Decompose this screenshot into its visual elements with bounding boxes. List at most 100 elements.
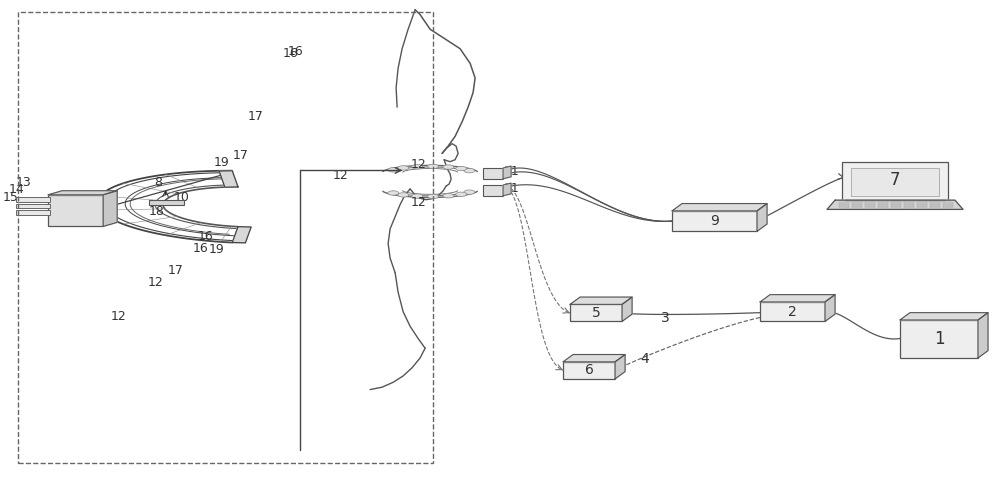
Text: 1: 1 [934,330,944,348]
Text: 13: 13 [15,176,31,189]
Bar [865,206,875,208]
Bar [852,206,862,208]
Ellipse shape [412,194,423,198]
Bar [149,200,184,206]
Bar [917,204,927,206]
Bar [483,185,503,196]
Bar [16,197,50,202]
Ellipse shape [443,165,454,169]
Polygon shape [232,226,251,243]
Text: 10: 10 [174,191,189,204]
Polygon shape [219,171,238,187]
Bar [900,320,978,358]
Bar [891,206,901,208]
Bar [943,206,953,208]
Text: 12: 12 [147,276,163,289]
Text: 8: 8 [155,176,163,188]
Ellipse shape [464,169,475,173]
Bar [891,204,901,206]
Polygon shape [757,204,767,231]
Text: 14: 14 [8,184,24,196]
Bar [483,168,503,179]
Bar [16,204,50,208]
Text: 19: 19 [214,156,230,169]
Polygon shape [900,313,988,320]
Text: 6: 6 [585,363,594,377]
Text: 12: 12 [410,158,426,170]
Bar [904,202,914,204]
Text: 19: 19 [208,244,224,256]
Polygon shape [503,166,511,179]
Bar [839,206,849,208]
Bar [563,362,615,379]
Text: 16: 16 [197,230,213,243]
Polygon shape [760,295,835,302]
Text: 16: 16 [192,242,208,255]
Bar [904,206,914,208]
Polygon shape [503,183,511,196]
Bar [878,202,888,204]
Ellipse shape [443,194,454,198]
Bar [852,202,862,204]
Ellipse shape [398,166,409,170]
Bar [48,195,103,226]
Bar [930,204,940,206]
Bar [917,206,927,208]
Text: 15: 15 [2,191,18,204]
Text: 5: 5 [592,306,600,320]
Text: 7: 7 [890,171,900,189]
Bar [878,206,888,208]
Polygon shape [48,191,117,195]
Bar [878,204,888,206]
Polygon shape [570,297,632,304]
Text: 17: 17 [167,264,183,277]
Text: 16: 16 [287,45,303,57]
Text: 17: 17 [247,111,263,123]
Bar [904,204,914,206]
Polygon shape [827,200,963,209]
Bar [672,211,757,231]
Bar [891,202,901,204]
Bar [570,304,622,321]
Bar [943,204,953,206]
Text: 2: 2 [788,305,797,318]
FancyBboxPatch shape [842,162,948,201]
Bar [851,168,939,196]
Bar [943,202,953,204]
Bar [839,204,849,206]
Text: 17: 17 [232,150,248,162]
Bar [18,12,433,463]
Ellipse shape [428,194,439,199]
Bar [852,204,862,206]
Text: 4: 4 [641,353,649,366]
Ellipse shape [388,191,399,195]
Polygon shape [672,204,767,211]
Polygon shape [978,313,988,358]
Polygon shape [622,297,632,321]
Text: 11: 11 [503,183,519,195]
Bar [917,202,927,204]
Ellipse shape [456,192,467,196]
Polygon shape [563,355,625,362]
Text: 12: 12 [110,310,126,323]
Polygon shape [103,191,117,226]
Ellipse shape [412,165,423,169]
Polygon shape [615,355,625,379]
Bar [839,202,849,204]
Ellipse shape [464,190,475,194]
Text: 9: 9 [710,214,719,228]
Text: 18: 18 [149,205,164,218]
Bar [760,302,825,321]
Text: 3: 3 [661,312,669,325]
Text: 11: 11 [503,166,519,178]
Text: 16: 16 [282,47,298,60]
Ellipse shape [388,168,399,172]
Ellipse shape [398,193,409,197]
Bar [865,202,875,204]
Text: 11: 11 [68,204,84,217]
Text: 12: 12 [332,169,348,182]
Bar [16,210,50,215]
Polygon shape [825,295,835,321]
Bar [865,204,875,206]
Bar [930,206,940,208]
